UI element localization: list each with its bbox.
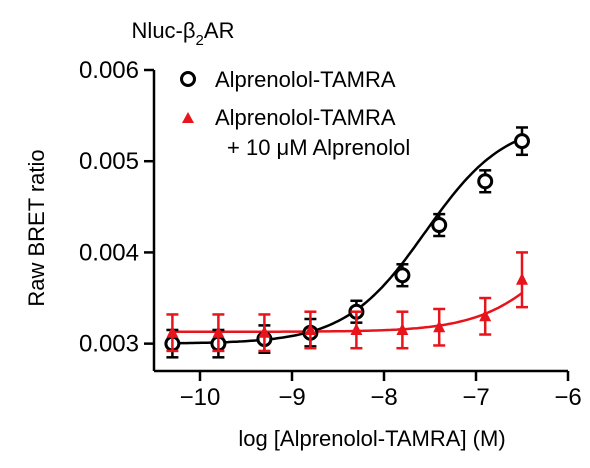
data-point xyxy=(396,322,409,335)
series-1-points xyxy=(164,126,530,359)
series-2-points xyxy=(166,251,528,353)
data-point xyxy=(304,322,317,335)
legend-marker-filled-triangle xyxy=(182,112,194,123)
y-tick-label: 0.003 xyxy=(79,331,139,358)
data-point xyxy=(514,133,530,150)
x-axis-title: log [Alprenolol-TAMRA] (M) xyxy=(238,426,505,451)
data-points xyxy=(164,126,530,359)
legend-label-series-2-line2: + 10 μM Alprenolol xyxy=(227,135,410,160)
x-tick-label: −10 xyxy=(180,384,221,411)
data-point xyxy=(433,320,446,333)
x-tick-label: −7 xyxy=(462,384,489,411)
data-point xyxy=(166,325,179,338)
fit-curve-series-2 xyxy=(172,291,523,334)
y-tick-label: 0.006 xyxy=(79,57,139,84)
data-point xyxy=(431,217,448,234)
legend-marker-open-circle xyxy=(180,71,196,87)
fit-curve-series-1 xyxy=(172,137,523,345)
legend-label-series-1: Alprenolol-TAMRA xyxy=(215,67,396,92)
axes: −10 −9 −8 −7 −6 0.003 0.004 0.005 0.006 xyxy=(79,57,582,411)
y-tick-label: 0.004 xyxy=(79,239,139,266)
x-tick-label: −6 xyxy=(554,384,581,411)
data-point xyxy=(350,322,363,335)
data-point xyxy=(479,309,492,322)
x-tick-label: −9 xyxy=(278,384,305,411)
fit-curves xyxy=(172,137,523,345)
legend-label-series-2: Alprenolol-TAMRA xyxy=(215,105,396,130)
y-tick-label: 0.005 xyxy=(79,148,139,175)
data-point xyxy=(394,267,411,284)
data-point xyxy=(258,325,271,338)
y-axis-title: Raw BRET ratio xyxy=(24,149,49,306)
data-point xyxy=(477,173,494,190)
legend: Alprenolol-TAMRA Alprenolol-TAMRA + 10 μ… xyxy=(180,67,410,160)
data-point xyxy=(212,325,225,338)
data-point xyxy=(516,272,528,285)
x-tick-label: −8 xyxy=(370,384,397,411)
chart-title: Nluc-β2AR xyxy=(132,18,235,49)
